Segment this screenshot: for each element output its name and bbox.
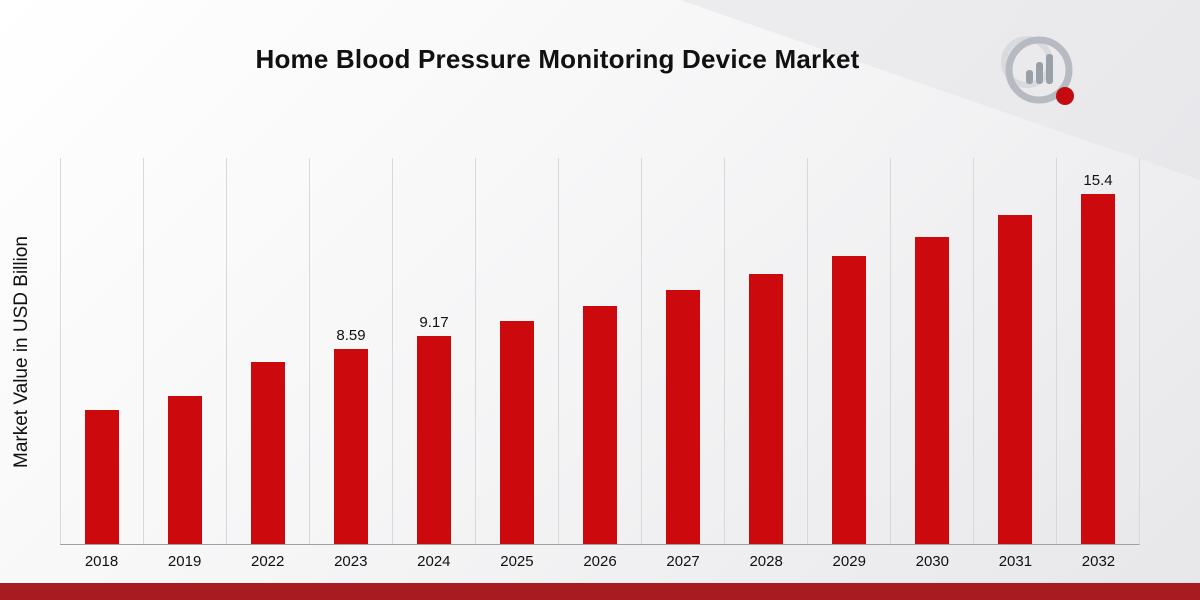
chart-column (143, 158, 226, 544)
market-research-logo-icon (993, 30, 1089, 121)
x-tick-label: 2029 (832, 553, 866, 570)
bar (85, 410, 119, 544)
bar (666, 289, 700, 544)
bar (998, 214, 1032, 544)
bar (832, 255, 866, 544)
chart-column (641, 158, 724, 544)
y-axis-label: Market Value in USD Billion (11, 236, 32, 468)
x-tick-label: 2031 (998, 553, 1033, 570)
chart-column (558, 158, 641, 544)
bar-value-label: 8.59 (336, 326, 366, 344)
bar-value-label: 15.4 (1083, 172, 1113, 190)
x-tick-label: 2030 (915, 553, 949, 570)
chart-column: 15.4 (1056, 158, 1139, 544)
bar (583, 305, 617, 544)
background-corner-shade (680, 0, 1200, 180)
x-tick-label: 2023 (334, 553, 368, 570)
bar (749, 273, 783, 544)
x-tick-label: 2024 (417, 553, 451, 570)
x-tick-label: 2025 (500, 553, 534, 570)
x-axis-labels: 2018 2019 2022 2023 2024 2025 2026 2027 2028 2029… (60, 553, 1140, 570)
bar (334, 348, 368, 544)
bar (500, 321, 534, 544)
x-tick-label: 2018 (84, 553, 119, 570)
x-tick-label: 2028 (749, 553, 783, 570)
page-title: Home Blood Pressure Monitoring Device Ma… (255, 44, 860, 74)
bar (915, 237, 949, 544)
chart-column (475, 158, 558, 544)
chart-column (226, 158, 309, 544)
bar (168, 396, 202, 544)
x-tick-label: 2026 (583, 553, 617, 570)
chart-column (973, 158, 1056, 544)
plot-area: 8.59 9.17 15.4 (60, 158, 1140, 545)
bar (417, 335, 451, 544)
x-tick-label: 2032 (1081, 553, 1116, 570)
bar (251, 362, 285, 544)
bar (1081, 194, 1115, 544)
x-tick-label: 2019 (167, 553, 202, 570)
chart-column (724, 158, 807, 544)
chart-column: 9.17 (392, 158, 475, 544)
chart-column (890, 158, 973, 544)
chart-column (60, 158, 143, 544)
bar-value-label: 9.17 (419, 313, 449, 331)
bottom-accent-bar (0, 583, 1200, 600)
x-tick-label: 2027 (666, 553, 700, 570)
x-tick-label: 2022 (251, 553, 285, 570)
chart-column (807, 158, 890, 544)
chart-column: 8.59 (309, 158, 392, 544)
